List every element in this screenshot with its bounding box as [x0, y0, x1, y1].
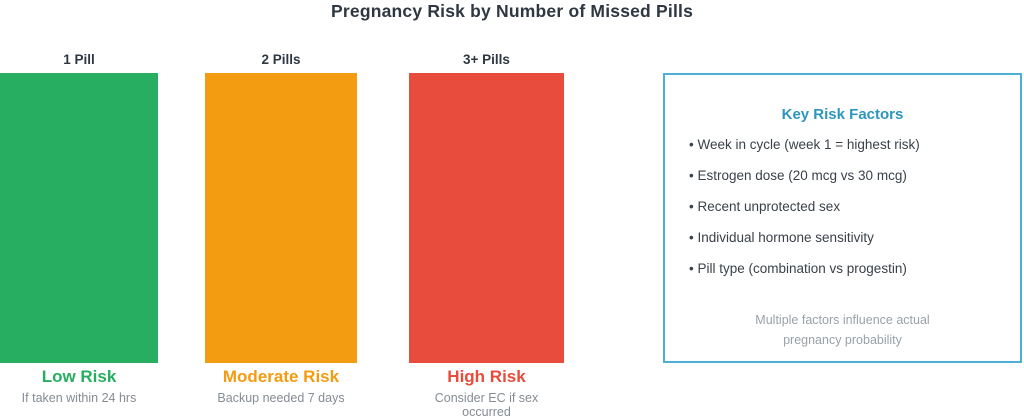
risk-level-label: Low Risk [41, 367, 117, 386]
bar-low-risk [0, 73, 158, 363]
bar-moderate-risk [205, 73, 357, 363]
risk-box-footnote: Multiple factors influence actual pregna… [665, 310, 1020, 350]
bar-group-3-plus-pills: 3+ Pills High Risk Consider EC if sex oc… [409, 0, 564, 419]
risk-factor-item: • Recent unprotected sex [689, 199, 841, 214]
footnote-line-1: Multiple factors influence actual [755, 313, 930, 327]
bar-group-1-pill: 1 Pill Low Risk If taken within 24 hrs [0, 0, 158, 407]
risk-level-label: Moderate Risk [222, 367, 340, 386]
bar-category-label: 1 Pill [63, 52, 95, 67]
risk-factor-item: • Estrogen dose (20 mcg vs 30 mcg) [689, 168, 907, 183]
risk-level-label: High Risk [447, 367, 526, 386]
risk-factor-list: • Week in cycle (week 1 = highest risk) … [689, 129, 1006, 284]
bar-high-risk [409, 73, 564, 363]
key-risk-factors-box: Key Risk Factors • Week in cycle (week 1… [663, 73, 1022, 363]
risk-factor-item: • Pill type (combination vs progestin) [689, 261, 907, 276]
bar-note: Backup needed 7 days [217, 391, 345, 405]
chart-title: Pregnancy Risk by Number of Missed Pills [331, 1, 693, 21]
risk-box-title: Key Risk Factors [781, 106, 904, 123]
bar-category-label: 2 Pills [261, 52, 301, 67]
bar-note: If taken within 24 hrs [21, 391, 137, 405]
bar-category-label: 3+ Pills [463, 52, 510, 67]
bar-note: Consider EC if sex occurred [434, 391, 539, 419]
risk-factor-item: • Week in cycle (week 1 = highest risk) [689, 137, 920, 152]
bar-group-2-pills: 2 Pills Moderate Risk Backup needed 7 da… [205, 0, 357, 407]
footnote-line-2: pregnancy probability [783, 333, 902, 347]
risk-factor-item: • Individual hormone sensitivity [689, 230, 874, 245]
